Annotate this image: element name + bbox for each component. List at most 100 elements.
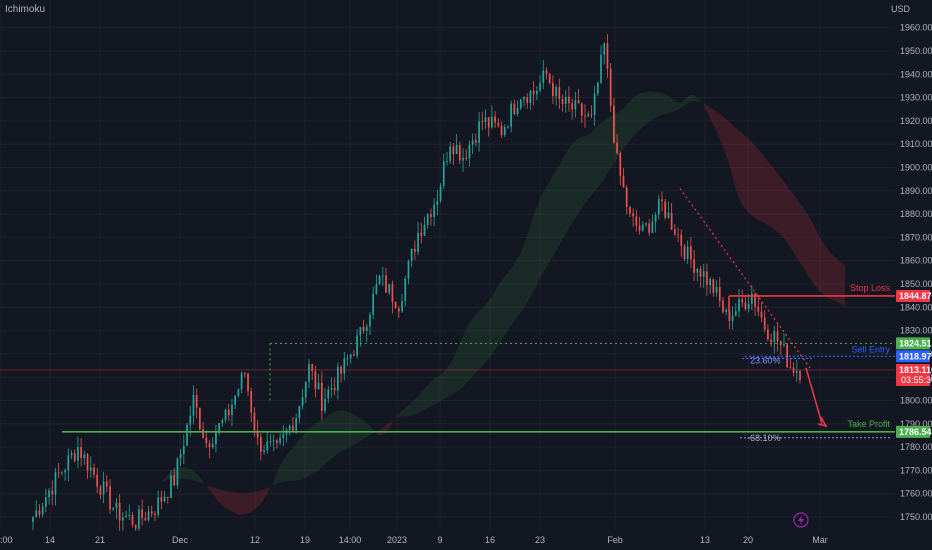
candle-body [324, 398, 326, 411]
candle-body [221, 419, 224, 424]
candle-body [359, 326, 362, 336]
candle-body [619, 152, 622, 176]
x-tick-label: Mar [812, 535, 828, 545]
candle-body [83, 454, 86, 459]
candle-body [199, 407, 201, 430]
candle-body [770, 339, 772, 343]
candle-body [105, 481, 108, 487]
take-profit-tag: 1786.545 [899, 427, 932, 437]
candle-body [391, 284, 394, 302]
time-axis[interactable]: :00 14 21 Dec 12 19 14:00 2023 9 16 23 Feb 13 20 Mar [0, 531, 932, 550]
candle-body [648, 223, 651, 233]
candle-body [89, 467, 92, 471]
candle-body [70, 453, 73, 456]
x-tick-label: 19 [300, 535, 310, 545]
candle-body [738, 299, 740, 312]
candle-body [340, 366, 342, 374]
stop-loss-label: Stop Loss [850, 283, 891, 293]
candle-body [362, 326, 365, 331]
indicator-label[interactable]: Ichimoku [5, 4, 46, 15]
candle-body [532, 90, 535, 95]
x-tick-label: 16 [485, 535, 495, 545]
candle-body [131, 514, 134, 525]
candle-body [584, 115, 586, 117]
candle-body [600, 54, 602, 83]
candle-body [568, 96, 570, 104]
candle-body [577, 100, 580, 104]
candle-body [282, 434, 285, 438]
candle-body [709, 278, 711, 285]
candle-body [237, 389, 240, 396]
cloud-bullish [273, 410, 374, 486]
candle-body [673, 229, 676, 235]
y-tick-label: 1750.000 [900, 512, 932, 522]
resistance-tag-bg [896, 337, 930, 350]
candle-body [548, 73, 551, 83]
candle-body [375, 284, 378, 294]
candle-body [179, 453, 182, 459]
candle-body [125, 515, 127, 518]
candle-body [234, 395, 237, 405]
y-tick-label: 1900.000 [900, 163, 932, 173]
y-tick-label: 1940.000 [900, 69, 932, 79]
candle-body [661, 199, 663, 202]
candle-body [343, 358, 346, 374]
candle-body [224, 409, 227, 420]
candle-body [487, 117, 490, 128]
candle-body [365, 326, 368, 331]
candle-body [157, 497, 160, 515]
take-profit-label: Take Profit [847, 419, 890, 429]
candle-body [256, 430, 259, 438]
candle-body [587, 114, 590, 117]
candle-body [77, 447, 79, 461]
candle-body [211, 444, 214, 448]
candle-body [773, 331, 776, 343]
candle-body [260, 437, 262, 452]
y-tick-label: 1850.000 [900, 279, 932, 289]
candle-body [712, 278, 715, 293]
price-tags: 1844.870 1824.515 1818.975 1786.545 1813.110… [896, 289, 932, 438]
sell-entry-label: Sell Entry [851, 344, 890, 354]
candle-body [144, 518, 147, 521]
candle-body [147, 511, 150, 521]
candle-body [491, 116, 493, 128]
candle-body [529, 90, 532, 103]
candle-body [590, 114, 593, 116]
candle-body [41, 506, 44, 515]
candle-body [195, 395, 198, 408]
y-tick-label: 1870.000 [900, 232, 932, 242]
candle-body [555, 86, 557, 97]
candle-body [767, 329, 769, 340]
candle-body [754, 293, 756, 307]
lightning-icon[interactable] [793, 512, 809, 528]
grid [0, 0, 895, 530]
candle-body [622, 175, 625, 188]
candle-body [635, 216, 638, 226]
candle-body [751, 293, 753, 304]
candle-body [462, 157, 464, 161]
candle-body [372, 293, 375, 315]
candle-body [439, 185, 442, 202]
candle-body [616, 142, 618, 153]
candle-body [475, 140, 477, 143]
candle-body [388, 284, 391, 293]
cloud-bearish [206, 485, 271, 516]
candle-body [728, 309, 731, 322]
candle-body [320, 382, 323, 411]
candle-body [385, 275, 387, 293]
candle-body [657, 199, 660, 215]
candle-body [80, 447, 82, 459]
candle-body [170, 475, 172, 498]
candle-body [231, 404, 233, 416]
overlays: Stop Loss Sell Entry Take Profit 23.60% -68.… [0, 188, 895, 443]
candle-body [202, 429, 204, 438]
candle-body [510, 103, 513, 127]
candle-body [561, 98, 564, 104]
candle-body [378, 275, 381, 285]
fib-neg68-label: -68.10% [747, 433, 781, 443]
candle-body [690, 246, 692, 260]
price-axis[interactable]: 1750.000 1760.000 1770.000 1780.000 1790.000… [900, 23, 932, 522]
candle-body [250, 391, 253, 413]
candle-body [519, 99, 522, 109]
